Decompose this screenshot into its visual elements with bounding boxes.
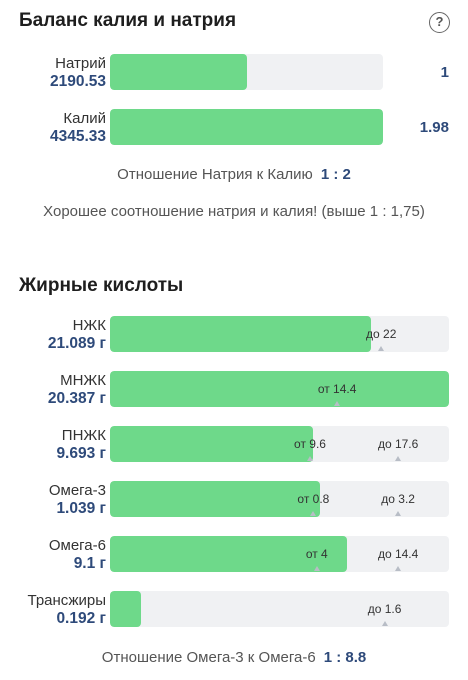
progress-fill (110, 591, 141, 627)
balance-row-sodium: Натрий 2190.53 1 (0, 54, 468, 92)
row-name: НЖК (72, 317, 106, 334)
progress-fill (110, 481, 321, 517)
fatty-row: ПНЖК 9.693 г от 9.6 до 17.6 (0, 426, 468, 462)
range-label: до 1.6 (367, 602, 402, 616)
range-label: от 4 (305, 547, 328, 561)
row-value: 20.387 г (47, 390, 106, 407)
ratio-value: 1 : 2 (320, 166, 351, 183)
progress-track (110, 109, 383, 145)
range-label: от 14.4 (317, 382, 357, 396)
progress-fill (110, 536, 348, 572)
ratio-label: Отношение Натрия к Калию (117, 166, 313, 183)
row-name: Омега-3 (48, 482, 106, 499)
ratio-value: 1.98 (419, 119, 449, 136)
caret-up-icon (334, 401, 341, 406)
caret-up-icon (310, 511, 317, 516)
caret-up-icon (307, 456, 313, 461)
question-circle-icon[interactable]: ? (429, 12, 450, 33)
progress-track (110, 54, 383, 90)
omega-ratio: Отношение Омега-3 к Омега-6 1 : 8.8 (0, 649, 468, 666)
ratio-value: 1 : 8.8 (323, 649, 367, 666)
range-label: до 22 (366, 327, 397, 341)
progress-track: от 0.8 до 3.2 (110, 481, 449, 517)
caret-up-icon (395, 511, 402, 516)
progress-track: до 1.6 (110, 591, 449, 627)
row-name: Натрий (55, 55, 106, 72)
progress-track: от 14.4 (110, 371, 449, 407)
range-label: от 9.6 (294, 437, 326, 451)
range-label: от 0.8 (297, 492, 330, 506)
fatty-row: МНЖК 20.387 г от 14.4 (0, 371, 468, 407)
row-name: Трансжиры (27, 592, 107, 609)
row-value: 21.089 г (47, 335, 106, 352)
row-value: 2190.53 (49, 73, 106, 90)
fatty-title: Жирные кислоты (19, 275, 184, 296)
caret-up-icon (395, 456, 402, 461)
row-name: Калий (63, 110, 106, 127)
caret-up-icon (395, 566, 402, 571)
progress-fill (110, 109, 383, 145)
progress-fill (110, 54, 247, 90)
ratio-label: Отношение Омега-3 к Омега-6 (101, 649, 316, 666)
row-value: 1.039 г (56, 500, 106, 517)
range-label: до 3.2 (381, 492, 415, 506)
caret-up-icon (313, 566, 320, 571)
row-name: ПНЖК (61, 427, 106, 444)
balance-note: Хорошее соотношение натрия и калия! (выш… (43, 203, 425, 220)
sodium-potassium-ratio: Отношение Натрия к Калию 1 : 2 (0, 166, 468, 183)
progress-track: от 4 до 14.4 (110, 536, 449, 572)
ratio-value: 1 (440, 64, 449, 81)
caret-up-icon (378, 346, 385, 351)
balance-title: Баланс калия и натрия (19, 10, 237, 31)
progress-track: до 22 (110, 316, 449, 352)
progress-fill (110, 371, 449, 407)
balance-row-potassium: Калий 4345.33 1.98 (0, 109, 468, 147)
progress-track: от 9.6 до 17.6 (110, 426, 449, 462)
row-value: 4345.33 (49, 128, 106, 145)
row-value: 9.693 г (56, 445, 106, 462)
fatty-row: Трансжиры 0.192 г до 1.6 (0, 591, 468, 627)
range-label: до 17.6 (377, 437, 419, 451)
fatty-row: Омега-6 9.1 г от 4 до 14.4 (0, 536, 468, 572)
fatty-row: Омега-3 1.039 г от 0.8 до 3.2 (0, 481, 468, 517)
range-label: до 14.4 (377, 547, 419, 561)
progress-fill (110, 426, 314, 462)
caret-up-icon (381, 621, 388, 626)
progress-fill (110, 316, 372, 352)
row-name: Омега-6 (48, 537, 106, 554)
row-value: 9.1 г (73, 555, 106, 572)
row-value: 0.192 г (56, 610, 106, 627)
row-name: МНЖК (60, 372, 106, 389)
fatty-row: НЖК 21.089 г до 22 (0, 316, 468, 352)
